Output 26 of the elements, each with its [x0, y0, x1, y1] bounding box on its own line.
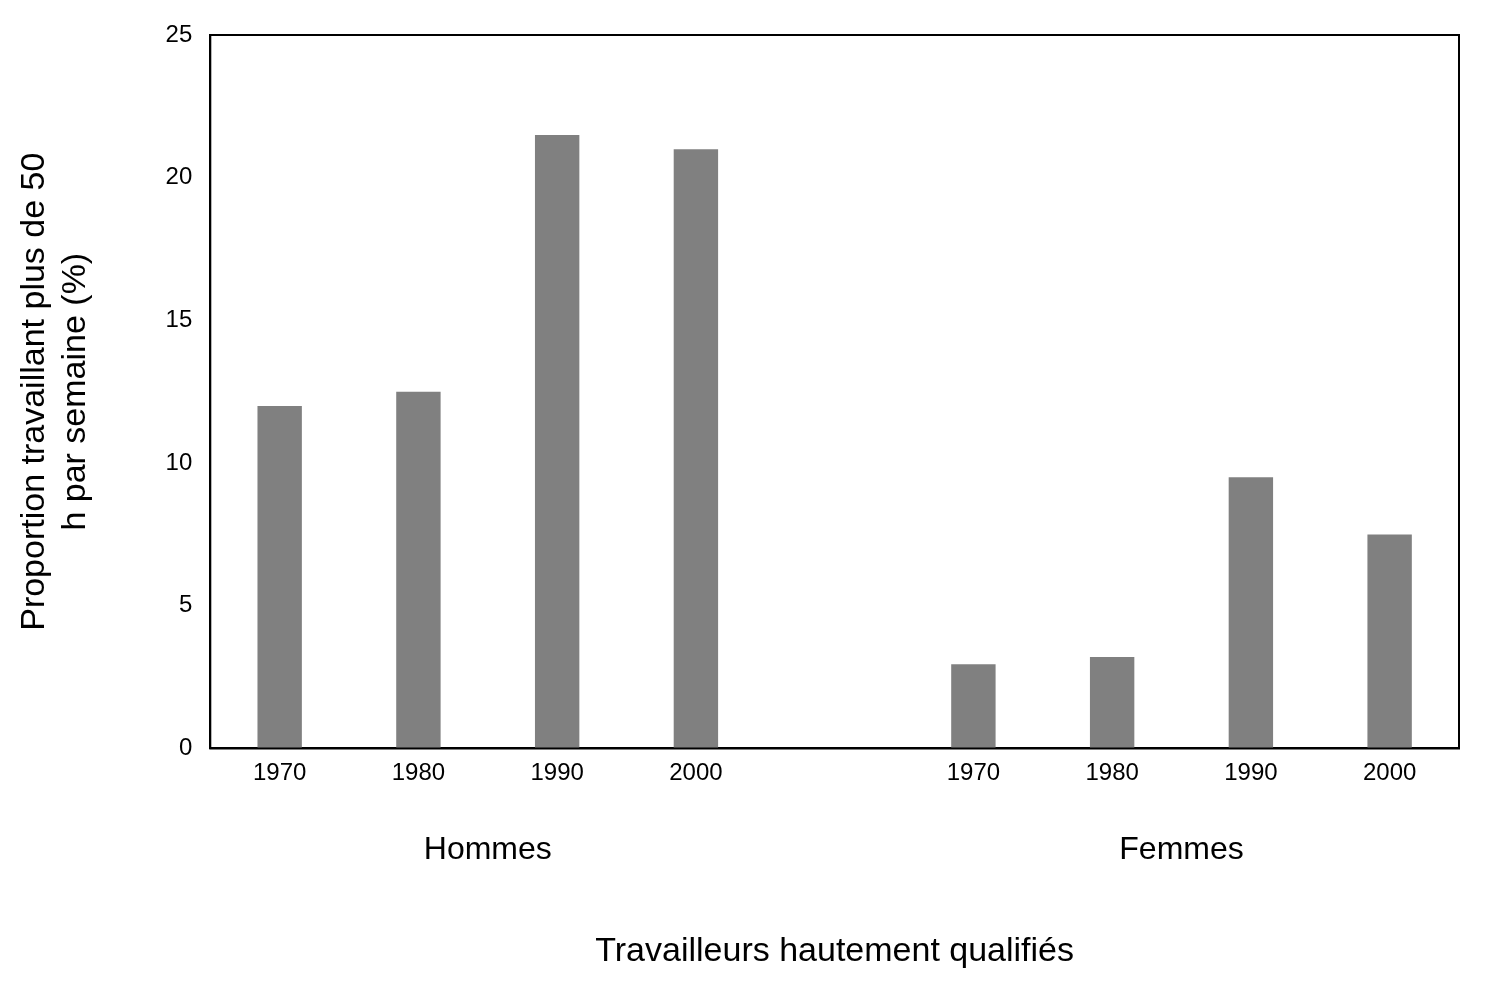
x-tick-label: 1990 — [1224, 758, 1278, 786]
x-tick-label: 1980 — [1085, 758, 1139, 786]
x-tick-label: 1970 — [946, 758, 1001, 786]
text: Femmes — [1119, 830, 1244, 867]
y-tick-label: 15 — [165, 304, 193, 332]
x-tick-label: 2000 — [1362, 758, 1417, 786]
bar — [1089, 657, 1135, 749]
bar — [396, 391, 441, 749]
bar — [257, 405, 302, 749]
x-tick-label: 1990 — [530, 758, 584, 786]
bar — [1367, 534, 1412, 749]
y-tick-label: 20 — [165, 162, 193, 190]
x-tick-label: 1980 — [391, 758, 446, 786]
y-tick-label: 25 — [165, 19, 193, 47]
bar — [534, 134, 580, 749]
bar — [1228, 477, 1274, 749]
y-axis-title: Proportion travaillant plus de 50 h par semaine (%) — [12, 152, 92, 631]
x-axis-title: Travailleurs hautement qualifiés — [595, 929, 1075, 968]
x-tick-label: 2000 — [669, 758, 723, 786]
y-tick-label: 0 — [178, 733, 193, 761]
text: Hommes — [423, 830, 552, 867]
y-tick-label: 10 — [165, 447, 193, 475]
x-tick-label: 1970 — [252, 758, 307, 786]
y-tick-label: 5 — [178, 590, 193, 618]
bar — [951, 664, 996, 749]
bar — [673, 149, 719, 749]
